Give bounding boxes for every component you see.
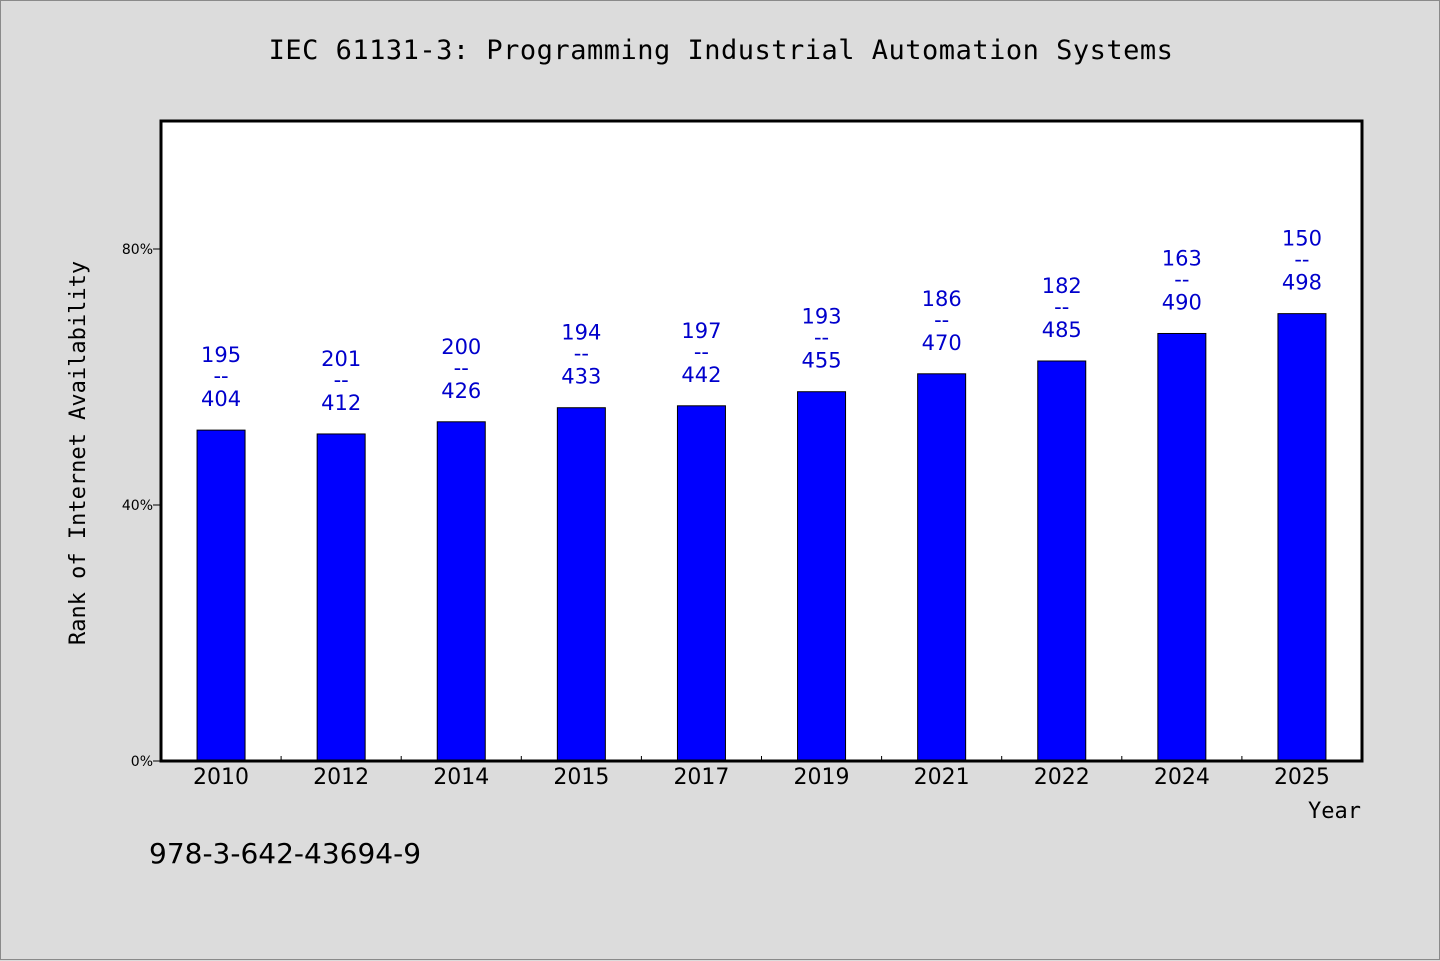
x-tick-label-2021: 2021 [914,765,970,790]
data-label-total-2022: 485 [1042,318,1082,342]
data-label-separator-2021: -- [934,308,949,332]
x-tick-label-2024: 2024 [1154,765,1210,790]
data-label-separator-2012: -- [334,368,349,392]
data-label-total-2014: 426 [441,379,481,403]
data-label-separator-2019: -- [814,326,829,350]
data-label-rank-2012: 201 [321,347,361,371]
data-label-separator-2015: -- [574,342,589,366]
bar-2015 [556,407,606,762]
data-label-separator-2024: -- [1174,267,1189,291]
bar-2022 [1037,360,1087,762]
bar-2014 [436,421,486,762]
data-label-total-2025: 498 [1282,271,1322,295]
data-label-separator-2014: -- [454,356,469,380]
x-tick-label-2019: 2019 [794,765,850,790]
data-label-total-2019: 455 [802,349,842,373]
data-label-total-2024: 490 [1162,290,1202,314]
data-label-total-2010: 404 [201,387,241,411]
data-label-total-2017: 442 [681,363,721,387]
bar-2017 [676,405,726,762]
data-label-rank-2024: 163 [1162,246,1202,270]
x-tick-label-2017: 2017 [673,765,729,790]
x-tick-label-2010: 2010 [193,765,249,790]
x-tick-label-2015: 2015 [553,765,609,790]
data-label-total-2021: 470 [922,331,962,355]
bar-2010 [196,429,246,762]
bar-2019 [797,391,847,762]
data-label-separator-2017: -- [694,340,709,364]
data-label-rank-2022: 182 [1042,274,1082,298]
x-tick-label-2025: 2025 [1274,765,1330,790]
x-tick-label-2014: 2014 [433,765,489,790]
data-label-total-2012: 412 [321,391,361,415]
y-tick-label-40: 40% [122,498,153,514]
bar-2012 [316,433,366,762]
data-label-rank-2019: 193 [802,305,842,329]
data-label-rank-2017: 197 [681,319,721,343]
x-tick-label-2012: 2012 [313,765,369,790]
bar-2021 [917,373,967,762]
data-label-separator-2025: -- [1294,248,1309,272]
isbn-footer: 978-3-642-43694-9 [149,837,422,870]
bar-2025 [1277,313,1327,762]
data-label-rank-2025: 150 [1282,227,1322,251]
data-label-rank-2010: 195 [201,343,241,367]
data-label-total-2015: 433 [561,365,601,389]
y-tick-label-0: 0% [131,754,153,770]
bar-2024 [1157,332,1207,762]
data-label-rank-2021: 186 [922,287,962,311]
data-label-rank-2014: 200 [441,335,481,359]
data-label-separator-2022: -- [1054,295,1069,319]
data-label-rank-2015: 194 [561,321,601,345]
plot-border [159,119,1364,763]
data-label-separator-2010: -- [213,364,228,388]
x-axis-title: Year [1308,799,1361,824]
y-axis-title: Rank of Internet Availability [66,261,91,645]
y-tick-label-80: 80% [122,242,153,258]
chart-title: IEC 61131-3: Programming Industrial Auto… [268,35,1174,66]
x-tick-label-2022: 2022 [1034,765,1090,790]
